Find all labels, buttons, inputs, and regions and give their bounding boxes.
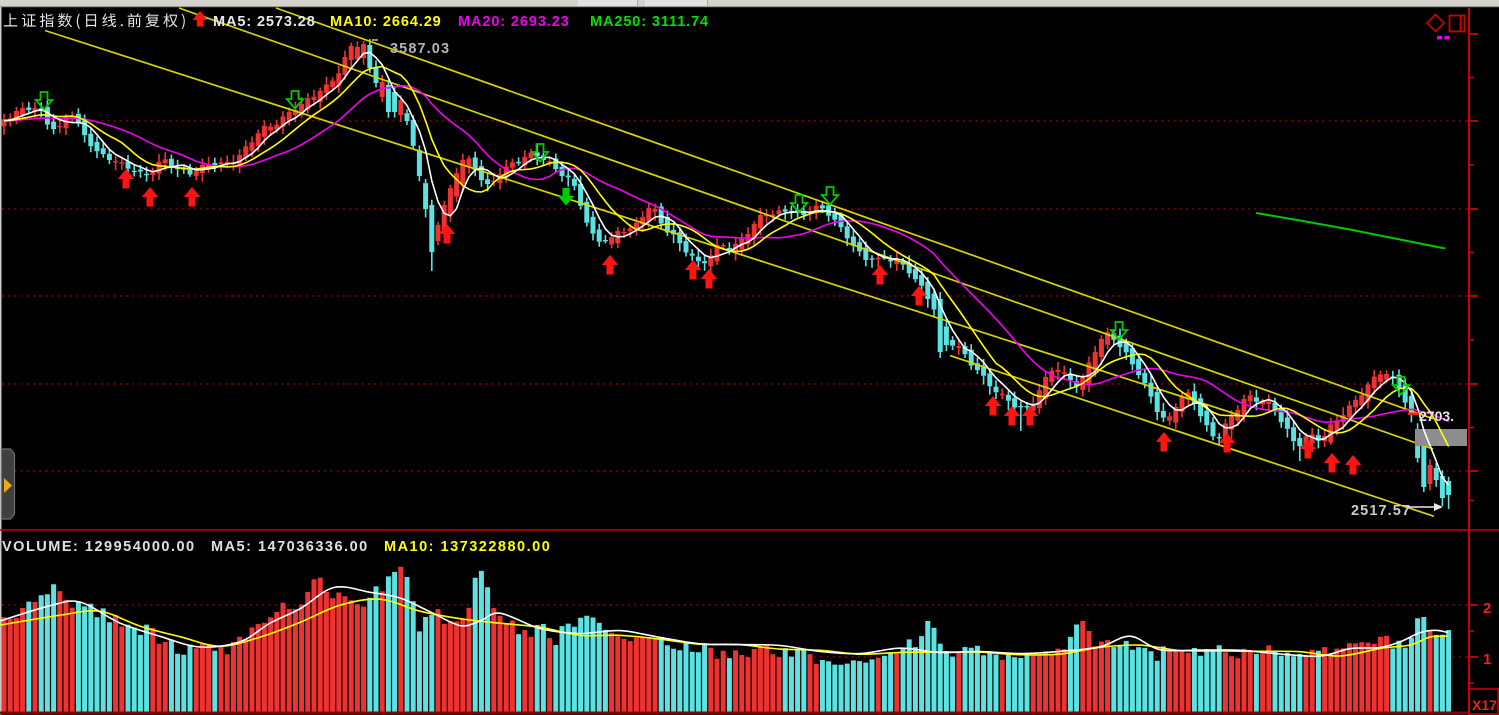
svg-text:MA5: 2573.28: MA5: 2573.28 — [213, 14, 316, 30]
svg-text:1: 1 — [1483, 651, 1491, 668]
svg-text:MA5: 147036336.00: MA5: 147036336.00 — [211, 539, 369, 555]
svg-text:2517.57: 2517.57 — [1351, 503, 1411, 519]
svg-text:2: 2 — [1483, 600, 1491, 617]
svg-text:VOLUME: 129954000.00: VOLUME: 129954000.00 — [2, 539, 196, 555]
svg-text:MA20: 2693.23: MA20: 2693.23 — [458, 14, 570, 30]
svg-text:MA10: 2664.29: MA10: 2664.29 — [330, 14, 442, 30]
svg-text:2703.: 2703. — [1419, 408, 1454, 424]
svg-text:3587.03: 3587.03 — [390, 41, 450, 57]
svg-text:MA10: 137322880.00: MA10: 137322880.00 — [384, 539, 551, 555]
svg-text:X17: X17 — [1472, 697, 1497, 713]
svg-text:MA250: 3111.74: MA250: 3111.74 — [590, 14, 709, 30]
